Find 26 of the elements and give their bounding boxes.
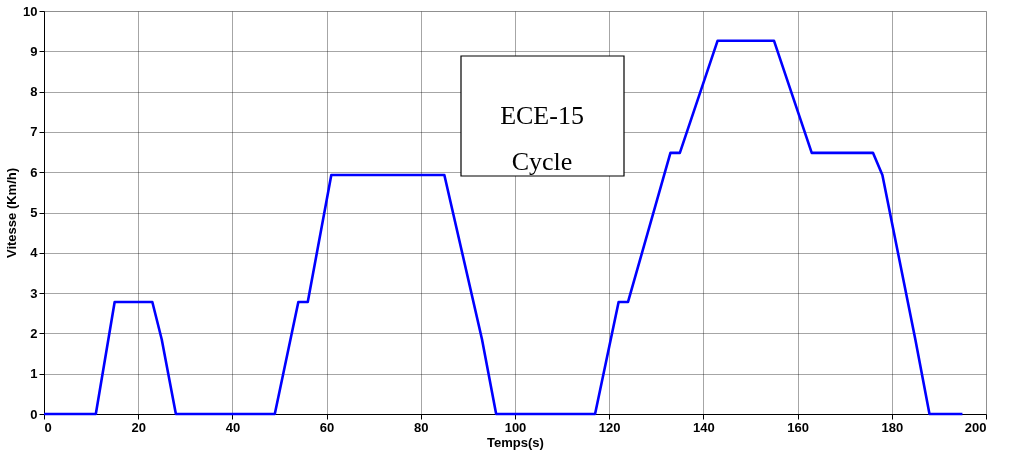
- y-tick-label: 4: [30, 245, 39, 261]
- y-tick-label: 7: [30, 124, 38, 140]
- x-tick-label: 200: [964, 419, 987, 435]
- annotation: ECE-15 Cycle: [500, 101, 584, 176]
- x-tick-label: 140: [693, 419, 715, 435]
- x-tick-label: 120: [598, 419, 621, 435]
- x-tick-label: 0: [44, 419, 52, 435]
- x-tick-label: 60: [319, 419, 335, 435]
- y-tick-label: 6: [30, 164, 38, 180]
- x-tick-label: 100: [504, 419, 527, 435]
- x-tick-label: 160: [787, 419, 809, 435]
- line-series: [42, 39, 964, 416]
- y-tick-label: 2: [30, 325, 38, 341]
- y-tick-label: 10: [23, 3, 38, 19]
- y-tick-label: 3: [30, 285, 38, 301]
- y-axis-title: Vitesse (Km/h): [4, 167, 20, 259]
- y-tick-label: 0: [30, 406, 38, 422]
- x-tick-label: 20: [131, 419, 146, 435]
- y-tick-label: 9: [30, 43, 38, 59]
- y-tick-label: 1: [30, 366, 38, 382]
- x-tick-label: 180: [881, 419, 904, 435]
- y-tick-label: 5: [30, 205, 38, 220]
- x-axis-title: Temps(s): [487, 434, 544, 450]
- y-tick-label: 8: [30, 84, 38, 100]
- x-tick-label: 40: [225, 419, 241, 435]
- x-tick-label: 80: [414, 419, 429, 435]
